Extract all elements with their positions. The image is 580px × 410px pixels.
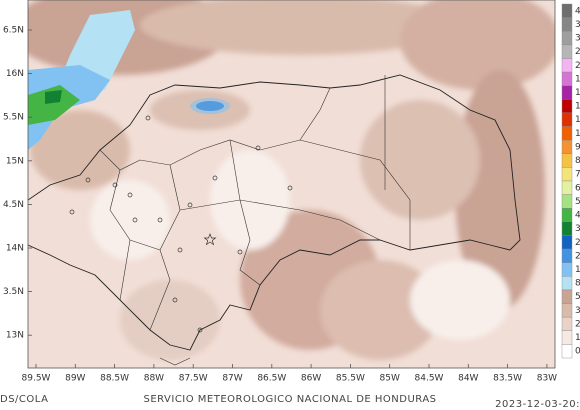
colorbar-swatch xyxy=(561,139,573,154)
capital-marker xyxy=(203,233,217,246)
colorbar-swatch xyxy=(561,71,573,86)
country-border xyxy=(28,74,521,351)
colorbar-label: 1 xyxy=(575,102,580,112)
lon-label: 86W xyxy=(301,374,321,384)
lon-label: 84W xyxy=(458,374,478,384)
dark-green-area xyxy=(45,90,62,104)
precip-field xyxy=(28,0,555,360)
city-markers xyxy=(69,115,293,333)
colorbar-swatch xyxy=(561,99,573,114)
colorbar-swatch xyxy=(561,289,573,304)
colorbar-label: 2 xyxy=(575,47,580,57)
colorbar-label: 3 xyxy=(575,306,580,316)
colorbar-label: 5 xyxy=(575,197,580,207)
colorbar-swatch xyxy=(561,85,573,100)
coastline xyxy=(159,357,191,366)
colorbar-swatch xyxy=(561,17,573,32)
colorbar-label: 1 xyxy=(575,115,580,125)
department-borders xyxy=(99,75,411,331)
colorbar-swatch xyxy=(561,44,573,59)
colorbar-swatch xyxy=(561,3,573,18)
colorbar-label: 1 xyxy=(575,129,580,139)
colorbar-swatch xyxy=(561,248,573,263)
lon-label: 85W xyxy=(380,374,400,384)
colorbar-label: 3 xyxy=(575,224,580,234)
colorbar-label: 0 xyxy=(575,347,580,357)
green-area xyxy=(28,85,80,125)
colorbar-label: 7 xyxy=(575,170,580,180)
colorbar-label: 8 xyxy=(575,156,580,166)
colorbar-swatch xyxy=(561,58,573,73)
colorbar-swatch xyxy=(561,153,573,168)
colorbar-swatch xyxy=(561,221,573,236)
lon-label: 88W xyxy=(144,374,164,384)
lat-label: 4.5N xyxy=(3,200,24,210)
colorbar-swatch xyxy=(561,262,573,277)
colorbar-swatch xyxy=(561,167,573,182)
lon-label: 89.5W xyxy=(22,374,51,384)
colorbar-label: 3 xyxy=(575,34,580,44)
colorbar-label: 3 xyxy=(575,20,580,30)
lat-label: 15N xyxy=(6,156,24,166)
colorbar-swatch xyxy=(561,344,573,359)
lon-label: 83.5W xyxy=(493,374,522,384)
colorbar-swatch xyxy=(561,126,573,141)
lon-label: 88.5W xyxy=(100,374,129,384)
colorbar-swatch xyxy=(561,276,573,291)
colorbar-label: 2 xyxy=(575,251,580,261)
colorbar-label: 6 xyxy=(575,183,580,193)
colorbar-label: 1 xyxy=(575,88,580,98)
colorbar-label: 5 xyxy=(575,292,580,302)
lon-label: 87W xyxy=(222,374,242,384)
colorbar-label: 2 xyxy=(575,319,580,329)
colorbar-swatch xyxy=(561,235,573,250)
colorbar-swatch xyxy=(561,180,573,195)
colorbar-label: 1 xyxy=(575,265,580,275)
colorbar-label: 4 xyxy=(575,211,580,221)
lon-label: 84.5W xyxy=(415,374,444,384)
colorbar-label: 9 xyxy=(575,142,580,152)
colorbar-label: 8 xyxy=(575,279,580,289)
colorbar-label: 2 xyxy=(575,238,580,248)
colorbar-swatch xyxy=(561,112,573,127)
footer-center: SERVICIO METEOROLOGICO NACIONAL DE HONDU… xyxy=(143,394,436,405)
lat-label: 13N xyxy=(6,331,24,341)
colorbar-swatch xyxy=(561,303,573,318)
colorbar-label: 1 xyxy=(575,74,580,84)
blue-area xyxy=(28,65,110,150)
lon-label: 87.5W xyxy=(179,374,208,384)
colorbar-swatch xyxy=(561,316,573,331)
footer-right: 2023-12-03-20: xyxy=(495,399,580,410)
lat-label: 6.5N xyxy=(3,26,24,36)
colorbar-swatch xyxy=(561,330,573,345)
lat-label: 14N xyxy=(6,244,24,254)
colorbar-swatch xyxy=(561,208,573,223)
colorbar-label: 1 xyxy=(575,333,580,343)
colorbar-label: 2 xyxy=(575,61,580,71)
lon-label: 83W xyxy=(537,374,557,384)
lon-label: 89W xyxy=(65,374,85,384)
lat-label: 5.5N xyxy=(3,113,24,123)
map-frame xyxy=(27,0,556,369)
lat-label: 16N xyxy=(6,69,24,79)
lon-label: 86.5W xyxy=(257,374,286,384)
footer-left: DS/COLA xyxy=(0,394,48,405)
colorbar-swatch xyxy=(561,194,573,209)
lat-label: 3.5N xyxy=(3,287,24,297)
lon-label: 85.5W xyxy=(336,374,365,384)
blue-spot-halo xyxy=(190,98,230,114)
colorbar-label: 4 xyxy=(575,6,580,16)
colorbar-swatch xyxy=(561,31,573,46)
map-area xyxy=(28,0,555,368)
